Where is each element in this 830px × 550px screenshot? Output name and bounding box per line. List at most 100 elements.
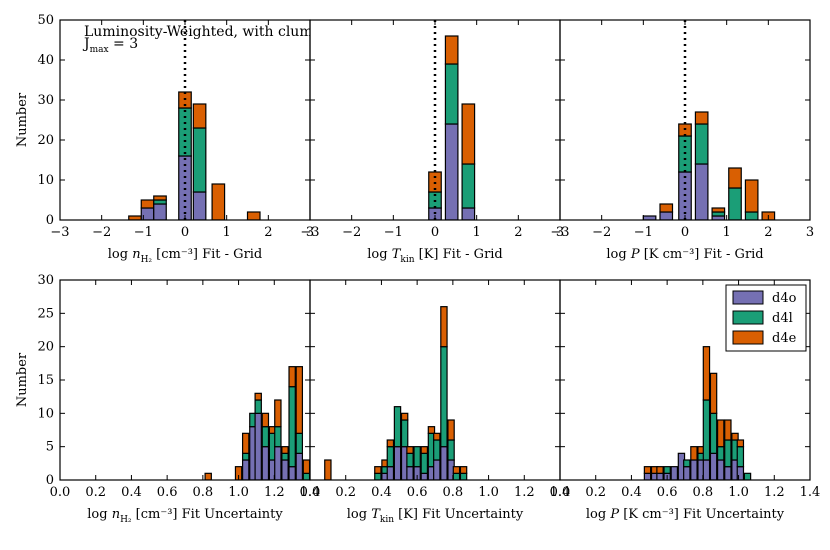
bar-d4e [724,419,732,441]
axes-frame [559,279,811,481]
x-tick-label: 0.8 [443,485,464,500]
bar-d4e [281,446,289,454]
x-tick-label: −1 [384,225,403,240]
x-tick-label: 0.6 [157,485,178,500]
bar-d4l [400,419,409,448]
x-axis-label: log Tkin [K] Fit Uncertainty [347,507,524,525]
bar-d4e [744,179,759,213]
bar-d4e [324,459,332,480]
bar-d4e [694,111,709,125]
bar-d4e [728,167,742,189]
bar-d4l [406,452,414,468]
y-tick-label: 20 [37,133,54,148]
bar-d4e [211,183,226,220]
legend-label-d4l: d4l [772,311,793,326]
x-tick-label: 0.0 [300,485,321,500]
bar-d4e [643,466,652,474]
x-tick-label: 0.6 [657,485,678,500]
bar-d4l [153,199,167,205]
bar-d4e [440,306,448,348]
y-tick-label: 5 [46,440,54,455]
bar-d4l [711,211,726,217]
bar-d4l [241,452,250,461]
histogram-bars [128,91,261,220]
bar-d4e [690,446,698,461]
histogram-bars [204,366,310,480]
bar-d4e [709,372,718,414]
bar-d4e [295,366,304,434]
bar-d4e [153,195,167,201]
x-tick-label: 0.4 [371,485,392,500]
axes-frame [559,19,811,221]
bar-d4e [659,203,674,213]
bar-d4e [452,466,461,474]
bar-d4l [724,439,732,468]
x-tick-label: 1.0 [478,485,499,500]
bar-d4e [204,472,212,480]
x-tick-label: 1.4 [550,485,571,500]
bar-d4e [140,199,155,209]
bar-d4l [461,163,476,209]
x-tick-label: −1 [634,225,653,240]
x-tick-label: 0.2 [85,485,106,500]
x-tick-label: 0.8 [693,485,714,500]
annotation-line-1: Luminosity-Weighted, with clumping [84,24,344,40]
x-tick-label: 1 [473,225,481,240]
bar-d4o [670,466,679,480]
x-tick-label: 0 [181,225,189,240]
bar-d4o [709,452,718,480]
bar-d4l [452,472,461,480]
x-tick-label: 2 [264,225,272,240]
x-tick-label: 0.6 [407,485,428,500]
bar-d4e [656,466,664,474]
bar-d4o [420,472,429,480]
histogram-bars [324,306,468,480]
x-axis-label: log Tkin [K] Fit - Grid [367,247,503,265]
bar-d4e [444,35,459,65]
y-tick-label: 10 [37,173,54,188]
bar-d4l [743,472,752,480]
y-tick-label: 30 [37,273,54,288]
panel-r1-c3: −3 −2 −1 0 1 2 3 log P [K cm⁻³] Fit - Grid [550,19,814,262]
x-tick-label: 0 [431,225,439,240]
bar-d4o [295,452,304,480]
bar-d4e [711,207,726,213]
legend-label-d4e: d4e [772,331,797,346]
bar-d4o [153,203,167,220]
bar-d4l [744,211,759,220]
bar-d4o [274,446,282,480]
bar-d4o [711,215,726,220]
x-tick-label: 1.2 [764,485,785,500]
bar-d4e [302,459,310,474]
bar-d4o [461,207,476,220]
bar-d4l [420,452,429,474]
bar-d4l [192,127,207,193]
x-tick-label: 0.8 [193,485,214,500]
y-tick-label: 10 [37,406,54,421]
y-tick-label: 30 [37,93,54,108]
bar-d4o [406,466,414,480]
bar-d4l [444,63,459,125]
bar-d4e [406,446,414,454]
panel-r1-c2: −3 −2 −1 0 1 2 3 log Tkin [K] Fit - Grid [300,19,564,265]
x-tick-label: −3 [550,225,569,240]
bar-d4o [433,459,441,480]
bar-d4l [393,406,402,448]
x-tick-label: 2 [764,225,772,240]
bar-d4l [736,446,745,468]
x-tick-label: −3 [300,225,319,240]
bar-d4e [254,392,262,401]
bar-d4e [461,103,476,165]
bar-d4l [281,452,289,461]
y-tick-label: 0 [46,473,54,488]
histogram-bars [642,111,776,220]
annotation-line-2: Jmax = 3 [82,36,138,55]
x-tick-label: 1.4 [800,485,821,500]
bar-d4l [663,466,671,474]
histogram-bars [643,346,752,480]
bar-d4e [261,412,270,428]
bar-d4o [261,446,270,480]
bar-d4o [288,466,296,480]
